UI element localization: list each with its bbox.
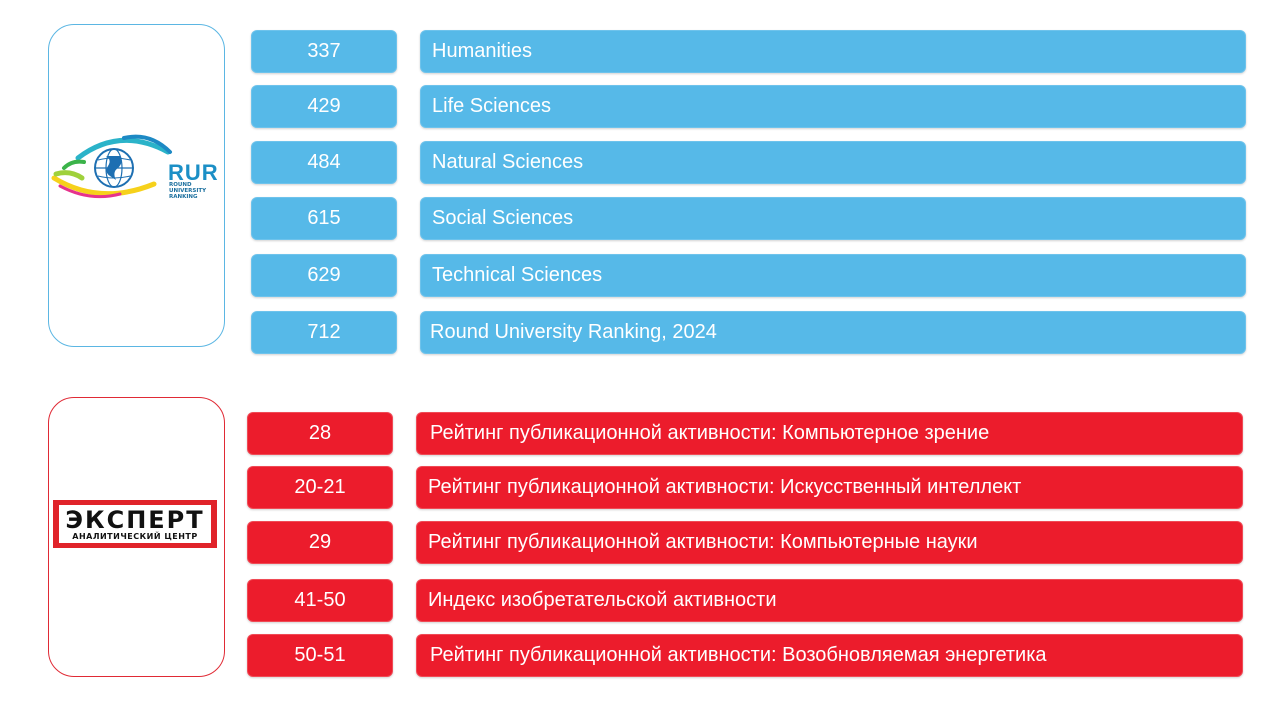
expert-rank-renewable-energy: 50-51 — [247, 634, 393, 677]
expert-rank-computer-science: 29 — [247, 521, 393, 564]
rur-label-life-sciences: Life Sciences — [420, 85, 1246, 128]
expert-label-ai: Рейтинг публикационной активности: Искус… — [416, 466, 1243, 509]
rur-label-technical-sciences: Technical Sciences — [420, 254, 1246, 297]
expert-logo-title: ЭКСПЕРТ — [65, 505, 205, 534]
rur-label-overall: Round University Ranking, 2024 — [420, 311, 1246, 354]
rur-rank-social-sciences: 615 — [251, 197, 397, 240]
rur-logo-icon — [51, 134, 172, 199]
rur-rank-technical-sciences: 629 — [251, 254, 397, 297]
rur-logo-subtext: ROUND UNIVERSITY RANKING — [169, 182, 207, 200]
rur-rank-overall: 712 — [251, 311, 397, 354]
expert-label-renewable-energy: Рейтинг публикационной активности: Возоб… — [416, 634, 1243, 677]
expert-label-computer-vision: Рейтинг публикационной активности: Компь… — [416, 412, 1243, 455]
expert-label-invention-index: Индекс изобретательской активности — [416, 579, 1243, 622]
rur-label-natural-sciences: Natural Sciences — [420, 141, 1246, 184]
expert-rank-invention-index: 41-50 — [247, 579, 393, 622]
expert-rank-ai: 20-21 — [247, 466, 393, 509]
expert-logo: ЭКСПЕРТ АНАЛИТИЧЕСКИЙ ЦЕНТР — [53, 500, 217, 548]
rur-label-social-sciences: Social Sciences — [420, 197, 1246, 240]
rur-rank-humanities: 337 — [251, 30, 397, 73]
expert-label-computer-science: Рейтинг публикационной активности: Компь… — [416, 521, 1243, 564]
rur-rank-natural-sciences: 484 — [251, 141, 397, 184]
expert-rank-computer-vision: 28 — [247, 412, 393, 455]
rur-logo-frame — [48, 24, 225, 347]
rur-logo-text: RUR — [168, 160, 219, 185]
expert-logo-subtitle: АНАЛИТИЧЕСКИЙ ЦЕНТР — [72, 531, 198, 541]
rur-label-humanities: Humanities — [420, 30, 1246, 73]
rur-rank-life-sciences: 429 — [251, 85, 397, 128]
